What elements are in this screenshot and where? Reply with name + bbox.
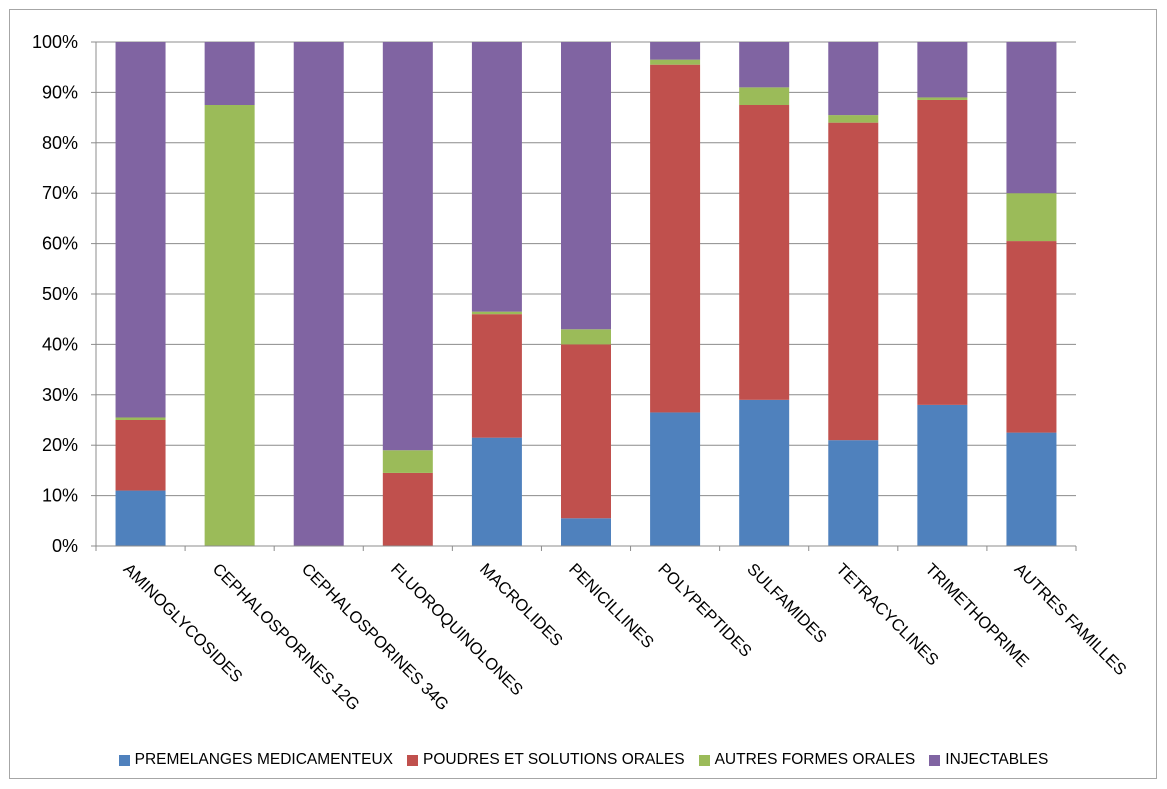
bar-segment [561,518,611,546]
bar-segment [471,437,522,546]
bar-segment [828,440,879,546]
bar-segment [382,42,433,451]
x-category-label: MACROLIDES [476,560,566,650]
y-tick-label: 70% [42,183,78,203]
legend: PREMELANGES MEDICAMENTEUX POUDRES ET SOLU… [0,748,1167,772]
bar-segment [828,115,879,123]
y-tick-label: 40% [42,334,78,354]
bar-segment [739,399,790,546]
legend-swatch [929,754,941,766]
bar-segment [471,311,522,315]
bar-segment [561,329,611,345]
x-category-label: SULFAMIDES [743,560,830,647]
y-tick-label: 90% [42,82,78,102]
bar-segment [561,42,611,330]
legend-swatch [698,754,710,766]
bar-segment [471,42,522,312]
bar-segment [1006,432,1057,546]
y-tick-label: 20% [42,435,78,455]
legend-label: INJECTABLES [945,751,1049,768]
x-category-label: POLYPEPTIDES [654,560,755,661]
bar-segment [1006,193,1057,242]
bar-segment [1006,42,1057,194]
y-tick-label: 0% [52,536,78,556]
bar-segment [293,42,344,546]
bar-segment [917,97,968,100]
bar-segment [115,42,166,418]
y-tick-label: 100% [32,32,78,52]
bar-segment [1006,241,1057,433]
legend-label: AUTRES FORMES ORALES [714,751,916,768]
y-tick-label: 60% [42,234,78,254]
y-tick-labels: 0% 10% 20% 30% 40% 50% 60% 70% 80% 90% 100% [32,32,78,556]
x-category-label: CEPHALOSPORINES 34G [298,560,452,714]
legend-label: PREMELANGES MEDICAMENTEUX [134,751,394,768]
bar-segment [382,472,433,546]
y-tick-label: 10% [42,486,78,506]
y-tick-label: 50% [42,284,78,304]
legend-label: POUDRES ET SOLUTIONS ORALES [423,751,685,768]
bar-segment [739,42,790,88]
legend-item: POUDRES ET SOLUTIONS ORALES [407,751,685,769]
bar-segment [471,314,522,438]
bar-segment [115,420,166,491]
bar-segment [650,412,701,546]
bars [115,42,1057,546]
bar-segment [204,42,255,105]
legend-item: AUTRES FORMES ORALES [698,751,916,769]
legend-item: PREMELANGES MEDICAMENTEUX [118,751,394,769]
bar-segment [739,87,790,105]
bar-segment [204,105,255,546]
x-category-label: CEPHALOSPORINES 12G [209,560,363,714]
legend-swatch [407,754,419,766]
bar-segment [828,122,879,441]
x-category-label: PENICILLINES [565,560,657,652]
bar-segment [917,404,968,546]
bar-segment [650,64,701,413]
legend-item: INJECTABLES [929,751,1048,769]
y-tick-label: 30% [42,385,78,405]
axes [91,41,1077,551]
bar-segment [382,450,433,473]
legend-swatch [118,754,130,766]
bar-segment [561,344,611,519]
bar-segment [917,99,968,405]
bar-segment [917,42,968,98]
y-tick-label: 80% [42,133,78,153]
bar-segment [650,59,701,65]
bar-segment [115,417,166,420]
bar-segment [828,42,879,116]
bar-segment [739,105,790,400]
bar-segment [115,490,166,546]
bar-segment [650,42,701,60]
